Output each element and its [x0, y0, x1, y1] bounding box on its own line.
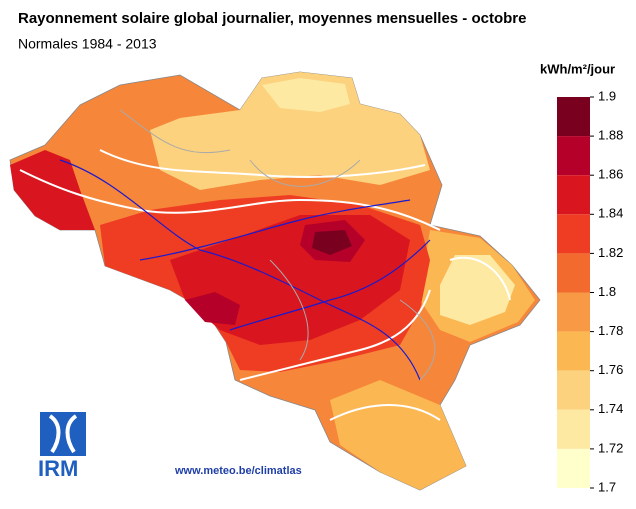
map-title: Rayonnement solaire global journalier, m…: [18, 10, 526, 27]
legend-tick-label: 1.72: [598, 440, 623, 455]
map-subtitle: Normales 1984 - 2013: [18, 36, 157, 52]
legend-tick-label: 1.7: [598, 479, 616, 494]
logo-text: IRM: [38, 456, 78, 481]
legend-bin: [557, 175, 590, 215]
source-url: www.meteo.be/climatlas: [174, 465, 302, 477]
legend-bin: [557, 97, 590, 137]
legend-tick-label: 1.84: [598, 206, 623, 221]
legend-tick-label: 1.9: [598, 88, 616, 103]
legend-bin: [557, 448, 590, 488]
legend-bin: [557, 370, 590, 410]
legend-bin: [557, 214, 590, 254]
legend-tick-label: 1.8: [598, 284, 616, 299]
legend-tick-label: 1.76: [598, 362, 623, 377]
legend-bin: [557, 331, 590, 371]
irm-logo: IRM: [38, 412, 86, 481]
legend-tick-label: 1.74: [598, 401, 623, 416]
belgium-map: [9, 71, 541, 491]
legend-bin: [557, 292, 590, 332]
legend-bin: [557, 136, 590, 176]
legend-bin: [557, 253, 590, 293]
legend-tick-label: 1.82: [598, 245, 623, 260]
color-legend: 1.9 1.88 1.86 1.84 1.82 1.8 1.78 1.76 1.74 1.72 1.…: [557, 88, 623, 494]
legend-tick-label: 1.86: [598, 167, 623, 182]
legend-tick-label: 1.78: [598, 323, 623, 338]
legend-tick-label: 1.88: [598, 128, 623, 143]
legend-unit: kWh/m²/jour: [540, 61, 615, 76]
legend-bin: [557, 409, 590, 449]
